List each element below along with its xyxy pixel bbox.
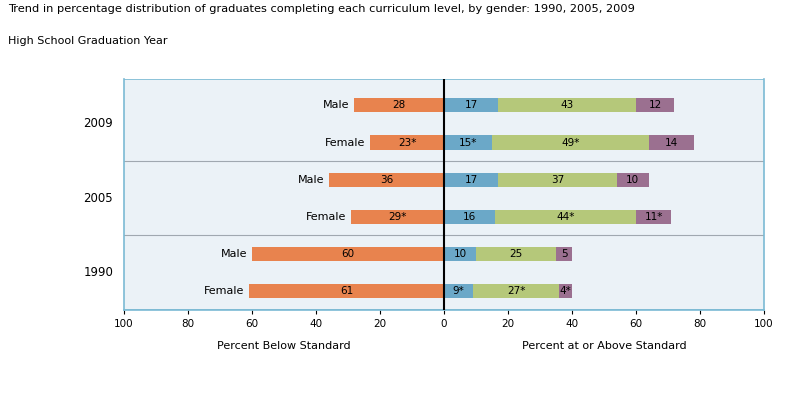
Bar <box>636 98 674 112</box>
Text: 10: 10 <box>454 249 466 259</box>
Bar <box>354 98 444 112</box>
Bar <box>444 173 498 187</box>
Text: 27*: 27* <box>507 286 525 296</box>
Bar <box>444 210 495 224</box>
Bar <box>124 235 764 310</box>
Bar <box>252 247 444 261</box>
Bar <box>473 284 559 298</box>
Text: Male: Male <box>323 100 350 110</box>
Bar <box>649 135 694 150</box>
Bar <box>495 210 636 224</box>
Text: Male: Male <box>221 249 247 259</box>
Text: 15*: 15* <box>459 137 477 148</box>
Bar <box>617 173 649 187</box>
Bar <box>498 173 617 187</box>
Bar <box>444 135 492 150</box>
Bar <box>556 247 572 261</box>
Text: 16: 16 <box>463 212 476 222</box>
Text: 14: 14 <box>665 137 678 148</box>
Text: 36: 36 <box>380 175 393 185</box>
Text: 17: 17 <box>465 100 478 110</box>
Text: 1990: 1990 <box>83 266 114 279</box>
Text: Female: Female <box>306 212 346 222</box>
Text: 2009: 2009 <box>83 118 114 131</box>
Text: Female: Female <box>326 137 366 148</box>
Text: Percent at or Above Standard: Percent at or Above Standard <box>522 341 686 351</box>
Text: 29*: 29* <box>389 212 406 222</box>
Text: 60: 60 <box>342 249 354 259</box>
Bar <box>636 210 671 224</box>
Text: High School Graduation Year: High School Graduation Year <box>8 36 167 46</box>
Text: 28: 28 <box>393 100 406 110</box>
Text: 37: 37 <box>551 175 564 185</box>
Bar <box>444 98 498 112</box>
Bar <box>124 79 764 161</box>
Text: Male: Male <box>298 175 324 185</box>
Text: 23*: 23* <box>398 137 416 148</box>
Text: 49*: 49* <box>562 137 579 148</box>
Text: Female: Female <box>204 286 244 296</box>
Bar <box>476 247 556 261</box>
Bar <box>329 173 444 187</box>
Text: 44*: 44* <box>557 212 574 222</box>
Text: 17: 17 <box>465 175 478 185</box>
Bar <box>351 210 444 224</box>
Bar <box>444 284 473 298</box>
Bar <box>559 284 572 298</box>
Text: 61: 61 <box>340 286 353 296</box>
Text: Percent Below Standard: Percent Below Standard <box>217 341 351 351</box>
Text: 10: 10 <box>626 175 639 185</box>
Text: 9*: 9* <box>453 286 464 296</box>
Text: 11*: 11* <box>645 212 662 222</box>
Bar <box>498 98 636 112</box>
Text: 25: 25 <box>510 249 522 259</box>
Bar <box>444 247 476 261</box>
Bar <box>492 135 649 150</box>
Text: 5: 5 <box>561 249 567 259</box>
Bar <box>370 135 444 150</box>
Bar <box>249 284 444 298</box>
Text: 43: 43 <box>561 100 574 110</box>
Text: Trend in percentage distribution of graduates completing each curriculum level, : Trend in percentage distribution of grad… <box>8 4 635 14</box>
Text: 2005: 2005 <box>83 192 114 205</box>
Text: 12: 12 <box>649 100 662 110</box>
Text: 4*: 4* <box>560 286 571 296</box>
Bar <box>124 161 764 235</box>
